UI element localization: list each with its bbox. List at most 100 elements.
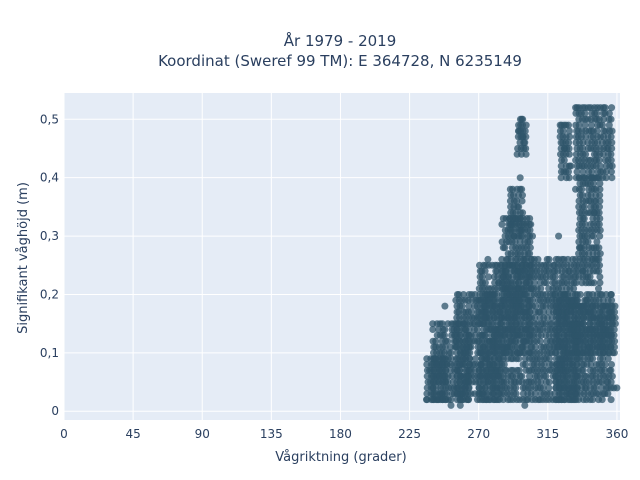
- data-point: [595, 244, 603, 252]
- data-points: [423, 104, 621, 409]
- data-point: [495, 279, 503, 287]
- data-point: [578, 326, 586, 333]
- chart-title-line-2: Koordinat (Sweref 99 TM): E 364728, N 62…: [158, 52, 522, 70]
- data-point: [608, 372, 616, 380]
- data-point: [590, 279, 598, 287]
- data-point: [518, 115, 526, 123]
- data-point: [472, 355, 480, 363]
- data-point: [515, 191, 523, 199]
- data-point: [491, 291, 499, 298]
- data-point: [581, 220, 589, 228]
- data-point: [570, 308, 578, 316]
- data-point: [596, 180, 604, 187]
- x-tick-label: 315: [536, 427, 559, 441]
- data-point: [519, 220, 527, 228]
- data-point: [526, 238, 534, 246]
- data-point: [559, 127, 567, 135]
- data-point: [590, 308, 598, 316]
- data-point: [467, 308, 475, 316]
- data-point: [488, 320, 496, 328]
- data-point: [607, 150, 615, 158]
- data-point: [522, 150, 530, 158]
- data-point: [596, 185, 604, 193]
- data-point: [542, 372, 550, 380]
- data-point: [518, 197, 526, 205]
- data-point: [540, 308, 548, 316]
- data-point: [521, 401, 529, 409]
- data-point: [519, 209, 527, 217]
- data-point: [558, 285, 565, 293]
- data-point: [604, 390, 612, 398]
- data-point: [579, 320, 587, 328]
- data-point: [485, 314, 493, 322]
- data-point: [537, 285, 545, 293]
- x-tick-label: 225: [398, 427, 421, 441]
- data-point: [572, 279, 580, 287]
- x-tick-label: 360: [605, 427, 628, 441]
- data-point: [465, 396, 472, 404]
- data-point: [536, 337, 544, 345]
- data-point: [590, 180, 598, 187]
- data-point: [596, 197, 604, 205]
- data-point: [482, 331, 490, 339]
- data-point: [485, 355, 493, 363]
- data-point: [579, 145, 587, 152]
- data-point: [490, 314, 498, 322]
- data-point: [581, 121, 589, 129]
- data-point: [605, 109, 613, 117]
- data-point: [508, 349, 515, 357]
- data-point: [579, 139, 587, 147]
- data-point: [589, 232, 597, 240]
- data-point: [573, 104, 581, 112]
- data-point: [475, 384, 483, 392]
- data-point: [581, 109, 589, 117]
- y-tick-label: 0,3: [40, 229, 59, 243]
- data-point: [565, 168, 572, 176]
- data-point: [567, 162, 575, 170]
- data-point: [611, 337, 619, 345]
- data-point: [512, 390, 520, 398]
- data-point: [512, 320, 520, 328]
- data-point: [601, 104, 609, 112]
- chart-title-line-1: År 1979 - 2019: [284, 31, 397, 50]
- data-point: [561, 145, 569, 152]
- data-point: [580, 203, 588, 211]
- data-point: [596, 232, 604, 240]
- y-tick-label: 0: [51, 404, 59, 418]
- data-point: [565, 174, 573, 182]
- data-point: [564, 314, 572, 322]
- data-point: [436, 331, 444, 339]
- data-point: [456, 326, 464, 333]
- data-point: [458, 302, 466, 310]
- data-point: [578, 185, 586, 193]
- data-point: [582, 372, 590, 380]
- data-point: [564, 366, 572, 374]
- data-point: [531, 314, 539, 322]
- data-point: [542, 279, 550, 287]
- data-point: [602, 168, 610, 176]
- data-point: [557, 162, 565, 170]
- data-point: [610, 349, 618, 357]
- data-point: [564, 255, 572, 263]
- data-point: [599, 355, 607, 363]
- data-point: [605, 121, 613, 129]
- data-point: [596, 226, 604, 234]
- data-point: [461, 326, 469, 333]
- data-point: [611, 343, 618, 351]
- data-point: [595, 220, 603, 228]
- data-point: [600, 115, 608, 123]
- data-point: [576, 291, 584, 298]
- data-point: [515, 366, 523, 374]
- data-point: [555, 232, 563, 240]
- data-point: [582, 302, 590, 310]
- data-point: [476, 378, 484, 386]
- data-point: [513, 197, 521, 205]
- data-point: [441, 343, 449, 351]
- data-point: [587, 191, 595, 199]
- data-point: [525, 337, 533, 345]
- y-tick-labels: 0 0,1 0,2 0,3 0,4 0,5: [40, 112, 59, 418]
- data-point: [461, 320, 469, 328]
- data-point: [491, 302, 499, 310]
- data-point: [596, 279, 604, 287]
